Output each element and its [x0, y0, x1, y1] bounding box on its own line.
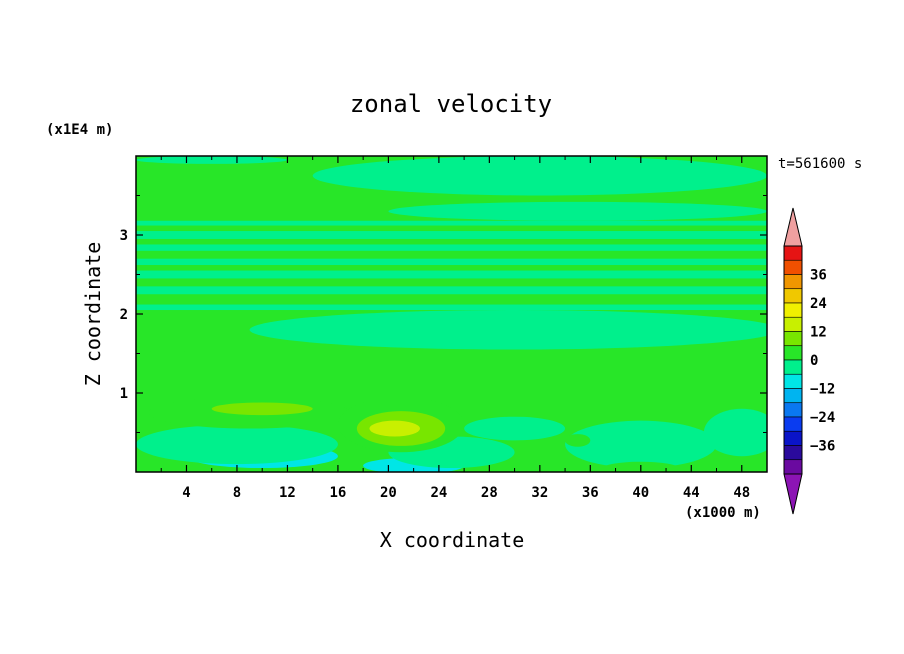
- y-scale-label: (x1E4 m): [46, 122, 113, 138]
- colorbar-segment: [783, 430, 803, 446]
- colorbar-segment: [783, 445, 803, 461]
- contour-band: [136, 220, 767, 226]
- contour-region: [703, 408, 767, 457]
- contour-region: [464, 416, 566, 441]
- contour-band: [136, 231, 767, 239]
- x-axis-label: X coordinate: [380, 528, 525, 552]
- colorbar-tick-label: 36: [810, 268, 827, 284]
- colorbar-under-arrow: [783, 473, 803, 515]
- contour-region: [312, 156, 767, 196]
- colorbar-tick-label: 0: [810, 353, 818, 369]
- colorbar-segment: [783, 331, 803, 347]
- x-tick-label: 8: [233, 485, 241, 501]
- colorbar-over-arrow: [783, 207, 803, 247]
- x-tick-label: 40: [632, 485, 649, 501]
- colorbar-segment: [783, 402, 803, 418]
- colorbar-segment: [783, 388, 803, 404]
- colorbar-tick-label: 12: [810, 325, 827, 341]
- contour-region: [565, 434, 591, 447]
- colorbar-segment: [783, 373, 803, 389]
- colorbar-segment: [783, 302, 803, 318]
- colorbar-segment: [783, 345, 803, 361]
- contour-region: [369, 420, 420, 437]
- colorbar-segment: [783, 359, 803, 375]
- x-tick-label: 4: [182, 485, 190, 501]
- colorbar-tick-label: 24: [810, 296, 827, 312]
- contour-band: [136, 258, 767, 266]
- contour-region: [249, 310, 767, 350]
- contour-region: [388, 201, 767, 221]
- y-tick-label: 3: [120, 228, 128, 244]
- contour-region: [136, 424, 338, 465]
- contour-band: [136, 304, 767, 311]
- x-tick-label: 20: [380, 485, 397, 501]
- x-tick-label: 16: [329, 485, 346, 501]
- colorbar-segment: [783, 459, 803, 475]
- colorbar: 36 24 12 0 −12 −24 −36: [783, 207, 835, 515]
- colorbar-segment: [783, 245, 803, 261]
- contour-band: [136, 270, 767, 279]
- colorbar-tick-label: −12: [810, 382, 835, 398]
- x-tick-label: 48: [733, 485, 750, 501]
- colorbar-frame: [783, 245, 803, 475]
- colorbar-tick-label: −36: [810, 439, 835, 455]
- y-tick-label: 1: [120, 386, 128, 402]
- colorbar-segment: [783, 259, 803, 275]
- x-tick-label: 36: [582, 485, 599, 501]
- x-tick-label: 12: [279, 485, 296, 501]
- x-tick-label: 28: [481, 485, 498, 501]
- colorbar-tick-label: −24: [810, 410, 835, 426]
- colorbar-segment: [783, 288, 803, 304]
- x-scale-label: (x1000 m): [685, 505, 761, 521]
- contour-plot-area: [135, 155, 768, 473]
- chart-title: zonal velocity: [350, 90, 552, 118]
- y-axis-label: Z coordinate: [81, 242, 105, 387]
- y-tick-label: 2: [120, 307, 128, 323]
- x-tick-label: 44: [683, 485, 700, 501]
- contour-region: [211, 402, 313, 416]
- x-axis: 4 8 12 16 20 24 28 32 36 40 44 48: [160, 156, 750, 501]
- colorbar-segment: [783, 274, 803, 290]
- x-tick-label: 24: [430, 485, 447, 501]
- colorbar-segment: [783, 416, 803, 432]
- contour-region: [565, 420, 717, 469]
- contour-region: [148, 348, 187, 359]
- contour-band: [136, 244, 767, 251]
- contour-band: [136, 286, 767, 295]
- colorbar-segment: [783, 316, 803, 332]
- time-label: t=561600 s: [778, 156, 862, 172]
- x-tick-label: 32: [531, 485, 548, 501]
- y-axis: 1 2 3: [120, 195, 767, 433]
